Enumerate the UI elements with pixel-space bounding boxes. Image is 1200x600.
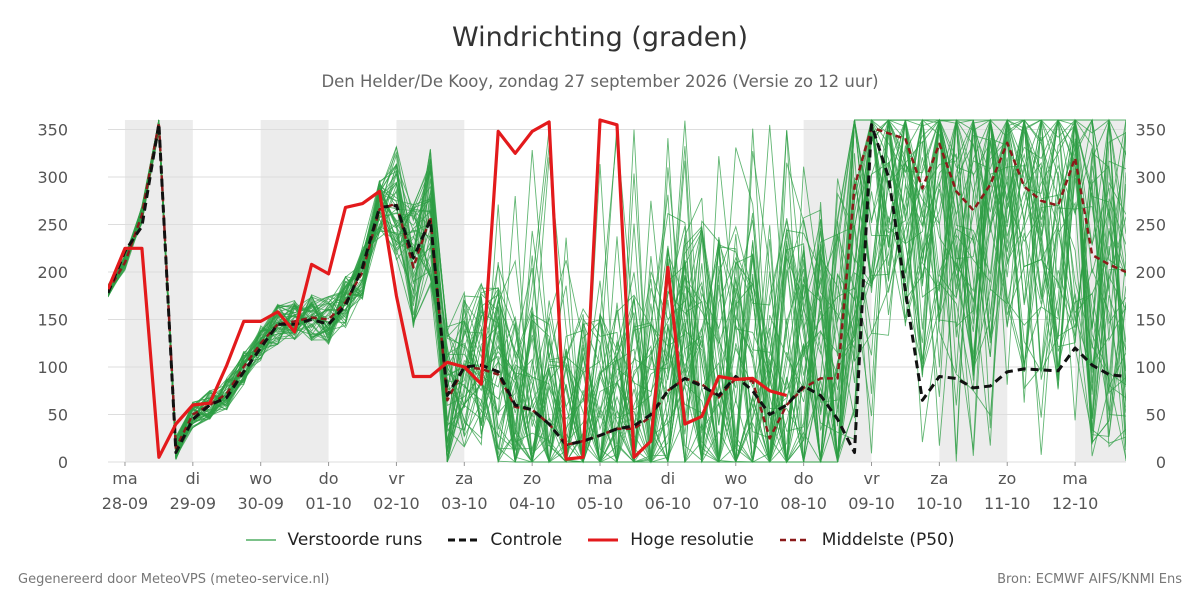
x-tick-day: za [930,469,948,488]
ensemble-line [108,119,1126,463]
ensemble-line [108,118,1126,463]
legend-item-high-res: Hoge resolutie [588,530,754,550]
x-tick-date: 01-10 [305,494,352,513]
y-tick-label: 50 [1146,406,1166,425]
y-tick-label: 300 [37,168,68,187]
legend-swatch-high-res [588,538,619,542]
x-tick-day: ma [587,469,612,488]
y-tick-label: 100 [1135,358,1166,377]
x-tick-date: 12-10 [1052,494,1099,513]
median-line [108,121,1126,450]
legend-item-ensemble: Verstoorde runs [245,530,423,550]
x-tick-date: 28-09 [102,494,149,513]
legend-label-ensemble: Verstoorde runs [287,530,423,550]
y-tick-label: 300 [1135,168,1166,187]
y-tick-label: 150 [37,311,68,330]
chart-title: Windrichting (graden) [451,22,749,53]
y-tick-label: 100 [37,358,68,377]
x-tick-day: ma [1062,469,1087,488]
x-tick-date: 30-09 [237,494,284,513]
x-tick-date: 08-10 [780,494,827,513]
y-axis-left: 0 50 100 150 200 250 300 350 [37,121,68,473]
x-tick-day: wo [724,469,747,488]
ensemble-line [108,119,1126,464]
y-tick-label: 150 [1135,311,1166,330]
legend-swatch-control [448,538,479,542]
ensemble-line [108,119,1126,464]
x-tick-date: 04-10 [509,494,556,513]
y-tick-label: 50 [48,406,68,425]
x-tick-day: di [186,469,201,488]
legend-label-control: Controle [490,530,563,550]
ensemble-line [108,118,1126,463]
x-tick-date: 10-10 [916,494,963,513]
legend: Verstoorde runs Controle Hoge resolutie … [0,530,1200,550]
y-tick-label: 350 [37,121,68,140]
x-tick-day: di [661,469,676,488]
x-tick-day: ma [112,469,137,488]
footer-source: Bron: ECMWF AIFS/KNMI Ens [997,572,1182,587]
x-tick-date: 09-10 [848,494,895,513]
x-tick-day: vr [863,469,879,488]
ensemble-line [108,119,1126,463]
x-tick-date: 07-10 [713,494,760,513]
y-tick-label: 0 [1156,453,1166,472]
y-tick-label: 250 [37,216,68,235]
night-band [260,120,329,462]
y-tick-label: 250 [1135,216,1166,235]
legend-item-median: Middelste (P50) [779,530,955,550]
x-tick-day: do [794,469,814,488]
night-band [124,120,193,462]
ensemble-line [108,119,1126,464]
x-tick-day: zo [998,469,1016,488]
x-tick-day: zo [523,469,541,488]
legend-swatch-median [779,538,810,542]
y-tick-label: 350 [1135,121,1166,140]
main-series [108,118,1126,461]
x-tick-day: vr [388,469,404,488]
legend-label-high-res: Hoge resolutie [630,530,754,550]
x-tick-day: za [455,469,473,488]
chart-subtitle: Den Helder/De Kooy, zondag 27 september … [321,72,879,91]
x-tick-date: 29-09 [170,494,217,513]
x-tick-date: 03-10 [441,494,488,513]
y-tick-label: 0 [58,453,68,472]
x-tick-day: do [319,469,339,488]
x-tick-date: 02-10 [373,494,420,513]
legend-item-control: Controle [448,530,562,550]
x-tick-date: 11-10 [984,494,1031,513]
x-axis: ma 28-09 di 29-09 wo 30-09 do 01-10 vr 02-10 za 03-… [102,462,1099,513]
high-res-line [108,118,788,461]
legend-swatch-ensemble [245,539,276,541]
y-tick-label: 200 [1135,263,1166,282]
ensemble-line [108,119,1126,463]
legend-label-median: Middelste (P50) [821,530,955,550]
x-tick-date: 06-10 [645,494,692,513]
footer-generated-by: Gegenereerd door MeteoVPS (meteo-service… [18,572,330,587]
x-tick-date: 05-10 [577,494,624,513]
x-tick-day: wo [249,469,272,488]
y-axis-right: 0 50 100 150 200 250 300 350 [1135,121,1166,473]
y-tick-label: 200 [37,263,68,282]
